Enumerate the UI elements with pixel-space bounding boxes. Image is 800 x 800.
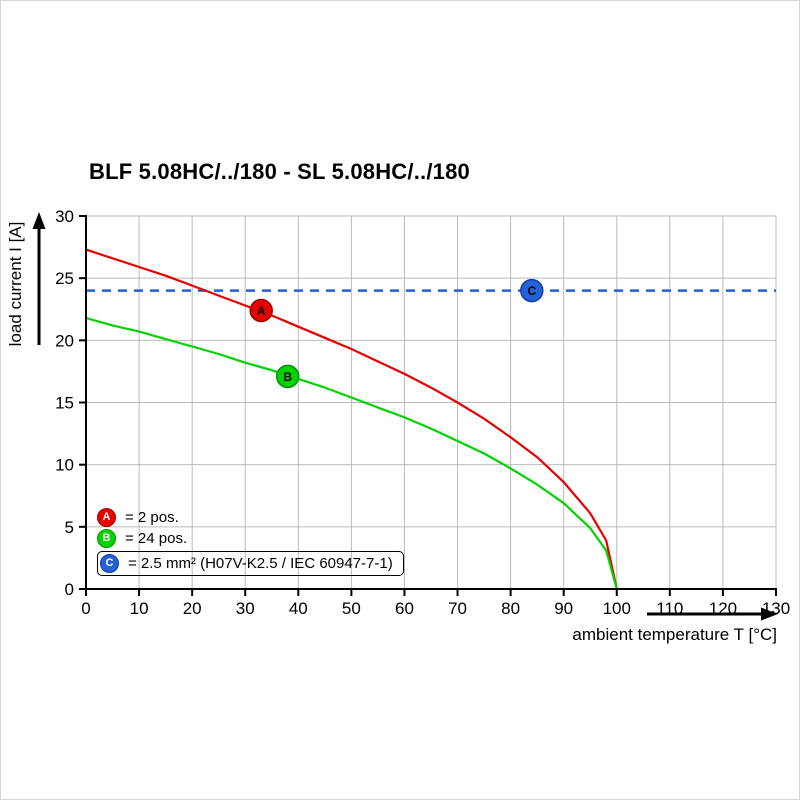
legend-label-b: = 24 pos. xyxy=(125,530,188,547)
marker-a xyxy=(249,298,273,323)
x-tick-label: 40 xyxy=(289,599,308,618)
x-tick-label: 50 xyxy=(342,599,361,618)
x-tick-label: 100 xyxy=(603,599,631,618)
legend-marker-c-icon: C xyxy=(100,554,119,573)
y-tick-label: 30 xyxy=(55,207,74,226)
y-tick-label: 15 xyxy=(55,394,74,413)
marker-letter-c: C xyxy=(527,284,536,298)
axes xyxy=(79,215,777,596)
x-tick-label: 60 xyxy=(395,599,414,618)
x-tick-label: 0 xyxy=(81,599,90,618)
y-tick-label: 20 xyxy=(55,331,74,350)
curve-a xyxy=(84,248,618,591)
marker-letter-a: A xyxy=(257,304,266,318)
gridlines xyxy=(86,215,777,589)
legend: A = 2 pos. B = 24 pos. C = 2.5 mm² (H07V… xyxy=(97,507,404,576)
marker-b xyxy=(275,364,300,389)
x-tick-label: 10 xyxy=(130,599,149,618)
x-axis-arrow-head xyxy=(761,607,778,621)
tick-labels: 0 10 20 30 40 50 60 70 80 90 100 110 120 130051015202… xyxy=(55,207,790,618)
chart-title: BLF 5.08HC/../180 - SL 5.08HC/../180 xyxy=(89,159,470,184)
legend-item-a: A = 2 pos. xyxy=(97,507,404,528)
legend-letter-a: A xyxy=(102,511,111,523)
x-axis-label: ambient temperature T [°C] xyxy=(572,625,777,644)
curves xyxy=(84,248,618,591)
legend-item-c: C = 2.5 mm² (H07V-K2.5 / IEC 60947-7-1) xyxy=(97,551,404,576)
marker-letter-b: B xyxy=(283,370,292,384)
x-tick-label: 30 xyxy=(236,599,255,618)
axis-arrows xyxy=(32,212,778,621)
legend-letter-c: C xyxy=(105,557,114,569)
x-tick-label: 70 xyxy=(448,599,467,618)
legend-item-b: B = 24 pos. xyxy=(97,528,404,549)
curve-b xyxy=(84,316,618,591)
legend-label-a: = 2 pos. xyxy=(125,509,179,526)
y-tick-label: 10 xyxy=(55,456,74,475)
y-tick-label: 0 xyxy=(65,580,74,599)
y-tick-label: 25 xyxy=(55,269,74,288)
legend-marker-a-icon: A xyxy=(97,508,116,527)
x-tick-label: 20 xyxy=(183,599,202,618)
marker-c xyxy=(520,278,544,303)
curve-markers: A B C xyxy=(249,278,544,389)
y-axis-arrow-head xyxy=(32,212,46,229)
legend-label-c: = 2.5 mm² (H07V-K2.5 / IEC 60947-7-1) xyxy=(128,555,393,572)
legend-letter-b: B xyxy=(102,532,111,544)
y-axis-label: load current I [A] xyxy=(6,222,25,347)
x-tick-label: 90 xyxy=(554,599,573,618)
x-tick-label: 80 xyxy=(501,599,520,618)
y-tick-label: 5 xyxy=(65,518,74,537)
legend-marker-b-icon: B xyxy=(97,529,116,548)
